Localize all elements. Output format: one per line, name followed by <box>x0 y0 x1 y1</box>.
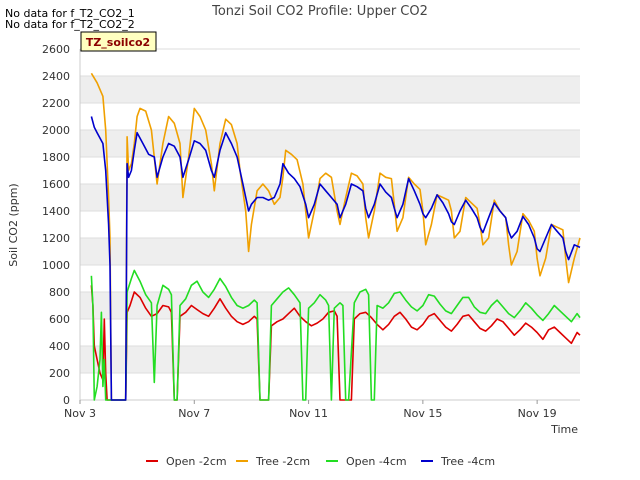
y-tick-label: 400 <box>49 340 70 353</box>
plot-band <box>80 184 580 211</box>
y-axis-title: Soil CO2 (ppm) <box>7 183 20 266</box>
legend: Open -2cm Tree -2cm Open -4cm Tree -4cm <box>146 455 495 468</box>
legend-label: Open -2cm <box>166 455 227 468</box>
no-data-note-2: No data for f_T2_CO2_2 <box>5 18 135 31</box>
x-axis-title: Time <box>550 423 578 436</box>
x-tick-label: Nov 7 <box>178 407 210 420</box>
site-badge-box <box>80 31 157 52</box>
y-tick-label: 600 <box>49 313 70 326</box>
y-tick-label: 1600 <box>42 178 70 191</box>
x-tick-label: Nov 11 <box>289 407 328 420</box>
series-lines <box>90 72 581 401</box>
series-line-tree-4cm <box>90 116 581 401</box>
y-tick-labels: 0 200 400 600 800 1000 1200 1400 1600 1800 2000 220… <box>42 43 70 407</box>
plot-band <box>80 238 580 265</box>
series-line-open-2cm <box>90 285 581 401</box>
y-tick-label: 2200 <box>42 97 70 110</box>
y-tick-label: 2000 <box>42 124 70 137</box>
x-tick-label: Nov 15 <box>403 407 442 420</box>
chart-title: Tonzi Soil CO2 Profile: Upper CO2 <box>211 4 428 19</box>
plot-band <box>80 103 580 130</box>
y-tick-label: 1800 <box>42 151 70 164</box>
x-tick-label: Nov 19 <box>518 407 557 420</box>
y-tick-label: 0 <box>63 394 70 407</box>
plot-band <box>80 130 580 157</box>
y-tick-label: 1200 <box>42 232 70 245</box>
legend-label: Open -4cm <box>346 455 407 468</box>
x-tick-labels: Nov 3 Nov 7 Nov 11 Nov 15 Nov 19 <box>64 400 557 420</box>
plot-band <box>80 49 580 76</box>
no-data-note-1: No data for f_T2_CO2_1 <box>5 7 135 20</box>
plot-band <box>80 211 580 238</box>
site-badge-label: TZ_soilco2 <box>86 36 150 49</box>
y-tick-label: 800 <box>49 286 70 299</box>
legend-label: Tree -4cm <box>440 455 495 468</box>
legend-label: Tree -2cm <box>255 455 310 468</box>
plot-band <box>80 157 580 184</box>
y-tick-label: 1400 <box>42 205 70 218</box>
series-line-open-4cm <box>90 269 581 401</box>
y-tick-label: 2600 <box>42 43 70 56</box>
x-tick-label: Nov 3 <box>64 407 96 420</box>
plot-band <box>80 76 580 103</box>
y-tick-label: 1000 <box>42 259 70 272</box>
y-tick-label: 200 <box>49 367 70 380</box>
plot-band <box>80 265 580 292</box>
site-badge: TZ_soilco2 <box>80 31 157 52</box>
y-tick-label: 2400 <box>42 70 70 83</box>
